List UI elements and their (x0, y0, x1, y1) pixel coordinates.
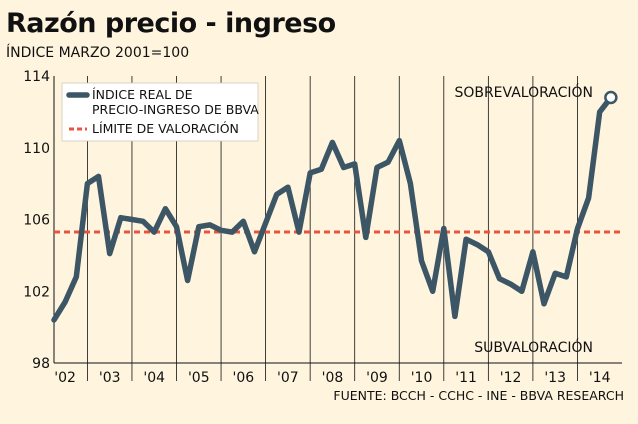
x-tick-label: '02 (54, 370, 76, 386)
x-tick-label: '06 (232, 370, 254, 386)
y-tick-label: 102 (23, 284, 50, 300)
x-tick-label: '13 (544, 370, 566, 386)
overvaluation-label: SOBREVALORACIÓN (454, 83, 593, 101)
x-tick-label: '04 (143, 370, 165, 386)
y-tick-label: 110 (23, 141, 50, 157)
undervaluation-label: SUBVALORACIÓN (474, 338, 593, 356)
legend-threshold-label: LÍMITE DE VALORACIÓN (92, 121, 239, 136)
x-tick-label: '10 (411, 370, 433, 386)
x-tick-label: '03 (99, 370, 121, 386)
x-tick-label: '12 (500, 370, 522, 386)
chart-subtitle: ÍNDICE MARZO 2001=100 (6, 45, 190, 61)
y-axis-ticks: 98 102 106 110 114 (23, 69, 50, 372)
legend: ÍNDICE REAL DE PRECIO-INGRESO DE BBVA LÍ… (61, 82, 259, 142)
x-tick-label: '11 (455, 370, 477, 386)
y-tick-label: 114 (23, 69, 50, 85)
legend-series-label-line1: ÍNDICE REAL DE (92, 87, 193, 102)
x-tick-label: '14 (589, 370, 611, 386)
x-tick-label: '05 (188, 370, 210, 386)
source-note: FUENTE: BCCH - CCHC - INE - BBVA RESEARC… (333, 388, 624, 403)
price-income-index-line (51, 94, 614, 323)
x-axis-ticks: '02 '03 '04 '05 '06 '07 '08 '09 '10 '11 '12 '13 '14 (54, 370, 610, 386)
y-tick-label: 106 (23, 213, 50, 229)
series-end-marker (604, 90, 618, 105)
y-tick-label: 98 (32, 356, 50, 372)
vertical-gridlines (87, 76, 578, 381)
x-tick-label: '09 (366, 370, 388, 386)
x-tick-label: '08 (322, 370, 344, 386)
legend-series-label-line2: PRECIO-INGRESO DE BBVA (92, 102, 259, 117)
chart-title: Razón precio - ingreso (6, 8, 336, 39)
x-tick-label: '07 (277, 370, 299, 386)
